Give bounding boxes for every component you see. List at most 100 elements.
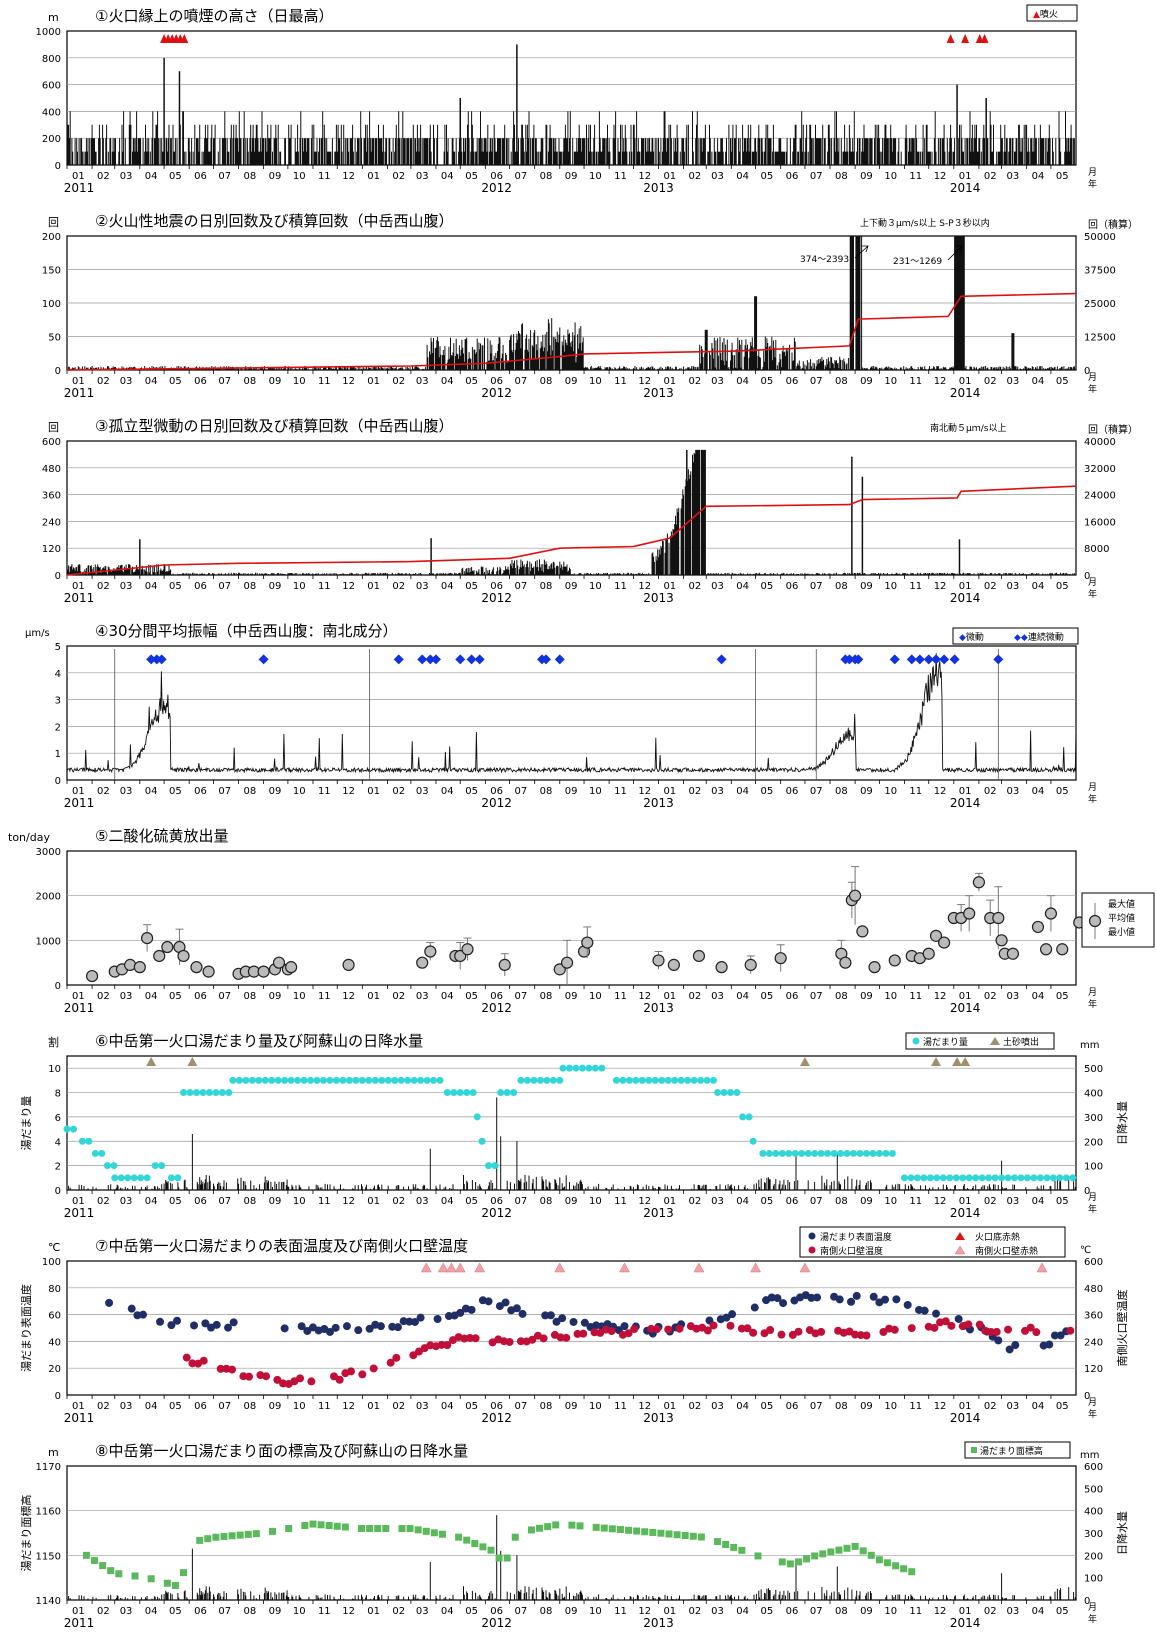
x-tick-label: 01: [663, 1401, 676, 1412]
x-tick-label: 10: [293, 171, 306, 182]
x-tick-label: 05: [169, 1401, 182, 1412]
x-tick-label: 11: [909, 1196, 922, 1207]
elevation-point: [471, 1539, 479, 1547]
so2-point: [85, 969, 99, 983]
tremor-marker: [993, 654, 1004, 665]
x-tick-label: 10: [589, 171, 602, 182]
elevation-point: [333, 1522, 341, 1530]
elevation-point: [892, 1562, 900, 1570]
year-unit: 年: [1088, 1203, 1097, 1215]
wall-temp-point: [964, 1320, 973, 1329]
wall-temp-point: [437, 1340, 446, 1349]
tremor-marker: [455, 654, 466, 665]
pool-volume-point: [469, 1089, 477, 1097]
wall-glow-marker: [799, 1262, 811, 1273]
year-label: 2013: [643, 1206, 674, 1220]
elevation-point: [794, 1558, 802, 1566]
x-tick-label: 02: [984, 376, 997, 387]
elevation-point: [317, 1521, 325, 1529]
wall-temp-point: [358, 1370, 367, 1379]
x-tick-label: 02: [97, 376, 110, 387]
x-tick-label: 11: [909, 1606, 922, 1617]
pool-volume-point: [585, 1064, 593, 1072]
pool-volume-point: [212, 1089, 220, 1097]
x-tick-label: 04: [145, 786, 158, 797]
elevation-point: [236, 1531, 244, 1539]
eruption-marker: [180, 34, 189, 43]
elevation-point: [908, 1568, 916, 1576]
wall-temp-point: [216, 1364, 225, 1373]
elevation-point: [398, 1525, 406, 1533]
wall-glow-marker: [693, 1262, 705, 1273]
chart-title: ⑦中岳第一火口湯だまりの表面温度及び南側火口壁温度: [95, 1237, 468, 1255]
surface-temp-point: [105, 1298, 114, 1307]
x-tick-label: 11: [614, 786, 627, 797]
sand-ejection-marker: [952, 1057, 963, 1066]
wall-temp-point: [386, 1358, 395, 1367]
pool-volume-point: [78, 1137, 86, 1145]
elevation-point: [811, 1552, 819, 1560]
x-tick-label: 11: [318, 1401, 331, 1412]
y-tick-label: 1000: [36, 27, 61, 38]
x-tick-label: 04: [1032, 1196, 1045, 1207]
y2-axis-unit: ℃: [1080, 1245, 1091, 1256]
y-tick-label: 40: [48, 1337, 61, 1348]
y-tick-label: 2: [55, 1162, 61, 1173]
pool-volume-point: [456, 1089, 464, 1097]
surface-temp-point: [456, 1308, 465, 1317]
eruption-marker: [961, 34, 970, 43]
year-label: 2013: [643, 591, 674, 605]
x-tick-label: 06: [194, 581, 207, 592]
y-tick-label: 1: [55, 749, 61, 760]
y-tick-label: 2000: [36, 892, 61, 903]
x-tick-label: 11: [909, 1401, 922, 1412]
x-tick-label: 03: [416, 1196, 429, 1207]
pool-volume-point: [619, 1076, 627, 1084]
pool-volume-point: [998, 1174, 1006, 1182]
elevation-point: [867, 1551, 875, 1559]
surface-temp-point: [541, 1311, 550, 1320]
x-tick-label: 04: [736, 1606, 749, 1617]
x-tick-label: 01: [663, 581, 676, 592]
plot-frame: [66, 1465, 1077, 1601]
x-tick-label: 12: [638, 991, 651, 1002]
pool-volume-point: [1017, 1174, 1025, 1182]
x-tick-label: 12: [638, 581, 651, 592]
x-tick-label: 05: [169, 991, 182, 1002]
legend-entry: ◆微動: [959, 631, 984, 643]
x-tick-label: 01: [367, 581, 380, 592]
x-tick-label: 03: [416, 1401, 429, 1412]
surface-temp-point: [224, 1323, 233, 1332]
x-tick-label: 06: [786, 376, 799, 387]
x-tick-label: 04: [441, 786, 454, 797]
pool-volume-point: [759, 1149, 767, 1157]
y2-axis-unit: mm: [1080, 1450, 1099, 1461]
y2-tick-label: 0: [1084, 366, 1090, 377]
chart-note: 上下動３μｍ/s以上 S-P３秒以内: [860, 217, 990, 229]
wall-temp-point: [1066, 1326, 1075, 1335]
pool-volume-point: [186, 1089, 194, 1097]
chart-title: ⑤二酸化硫黄放出量: [95, 827, 228, 845]
so2-point: [272, 956, 286, 969]
x-tick-label: 03: [711, 376, 724, 387]
pool-volume-point: [638, 1076, 646, 1084]
surface-temp-point: [750, 1303, 759, 1312]
year-label: 2012: [481, 1411, 512, 1425]
wall-temp-point: [465, 1333, 474, 1342]
pool-volume-point: [843, 1149, 851, 1157]
plot-frame: [66, 30, 1077, 166]
amplitude-line: [66, 653, 1077, 774]
surface-temp-point: [501, 1298, 510, 1307]
y-tick-label: 50: [48, 333, 61, 344]
y2-tick-label: 300: [1084, 1113, 1103, 1124]
pool-volume-point: [205, 1089, 213, 1097]
so2-point: [667, 958, 680, 972]
pool-volume-point: [875, 1149, 883, 1157]
y2-tick-label: 0: [1084, 1186, 1090, 1197]
x-tick-label: 07: [515, 376, 528, 387]
pool-volume-point: [63, 1125, 71, 1133]
pool-volume-point: [332, 1076, 340, 1084]
pool-volume-point: [882, 1149, 890, 1157]
pool-volume-point: [248, 1076, 256, 1084]
elevation-point: [657, 1529, 665, 1537]
